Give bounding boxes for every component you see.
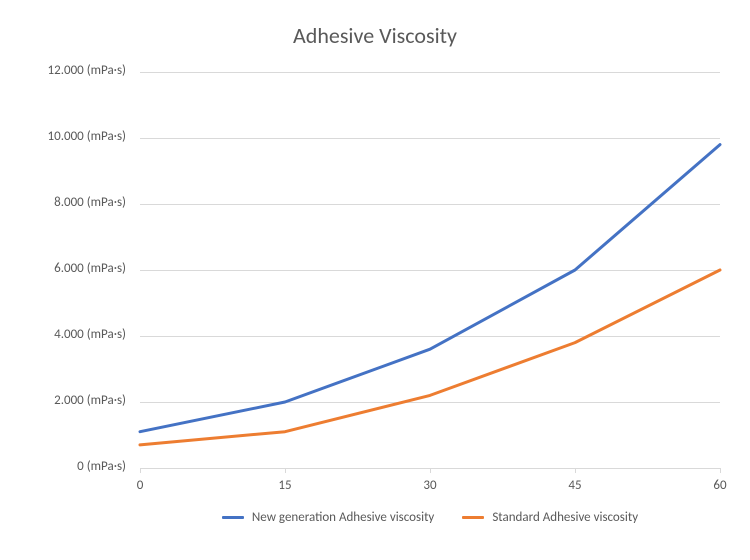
legend-label: New generation Adhesive viscosity	[252, 510, 434, 525]
legend: New generation Adhesive viscosity Standar…	[140, 510, 720, 525]
series-line	[140, 270, 720, 445]
legend-item: New generation Adhesive viscosity	[222, 510, 434, 525]
line-series-layer	[0, 0, 750, 560]
legend-swatch	[222, 516, 244, 520]
legend-item: Standard Adhesive viscosity	[462, 510, 638, 525]
legend-label: Standard Adhesive viscosity	[492, 510, 638, 525]
legend-swatch	[462, 516, 484, 520]
viscosity-chart: Adhesive Viscosity 0 (mPa·s)2.000 (mPa·s…	[0, 0, 750, 560]
series-line	[140, 145, 720, 432]
